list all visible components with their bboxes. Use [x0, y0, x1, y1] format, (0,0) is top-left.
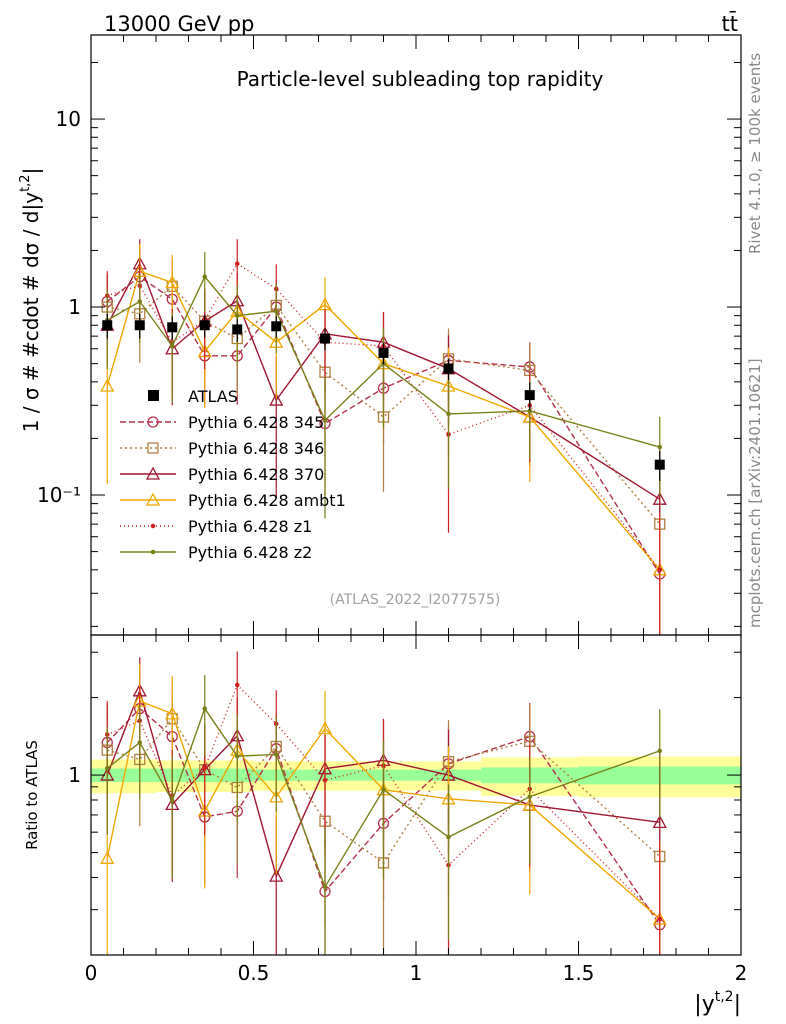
legend-marker-4	[150, 523, 156, 529]
y-axis-label-sup: t,2	[18, 174, 33, 192]
x-axis-label: |yt,2|	[694, 989, 741, 1017]
ratio-stat-band-5	[253, 769, 303, 781]
ratio-series-group	[100, 651, 667, 955]
series-5-line	[106, 275, 660, 448]
collision-label: 13000 GeV pp	[104, 12, 254, 36]
legend-marker-2	[145, 466, 161, 480]
mc-series-group	[100, 239, 667, 635]
ratio-series-2-point-5	[269, 868, 284, 882]
legend: ATLAS Pythia 6.428 345 Pythia 6.428 346 Pyt…	[120, 387, 346, 562]
y-axis-label: 1 / σ # #cdot # dσ / d|yt,2|	[18, 168, 43, 433]
ratio-y-tick-label-0: 1	[68, 763, 81, 787]
ratio-series-3-point-6	[317, 721, 333, 735]
atlas-point-4	[232, 324, 243, 335]
y-axis-label-end: |	[19, 168, 43, 175]
process-label: tt̄	[722, 11, 738, 36]
y-axis-label-main: 1 / σ # #cdot # dσ / d|y	[19, 192, 43, 433]
axes-group: 0 0.5 1 1.5 2 10 1 10⁻¹ 1	[37, 35, 747, 985]
x-tick-label-1: 0.5	[238, 961, 270, 985]
atlas-point-2	[167, 322, 178, 333]
x-axis-label-main: |y	[694, 992, 714, 1017]
atlas-point-10	[654, 459, 665, 470]
x-axis-label-sup: t,2	[715, 989, 734, 1005]
legend-atlas-label: ATLAS	[188, 387, 238, 406]
legend-marker-1	[147, 442, 159, 454]
legend-marker-0	[147, 416, 159, 428]
legend-marker-5	[150, 549, 156, 555]
ratio-series-5	[104, 675, 663, 955]
x-tick-label-0: 0	[85, 961, 98, 985]
series-2-point-5	[269, 392, 284, 406]
legend-atlas-marker	[148, 390, 159, 401]
atlas-point-8	[443, 363, 454, 374]
legend-marker-3	[145, 492, 161, 506]
analysis-watermark: (ATLAS_2022_I2077575)	[330, 592, 501, 608]
atlas-point-3	[199, 320, 210, 331]
svg-text:1 / σ # #cdot # dσ / d|yt,2|: 1 / σ # #cdot # dσ / d|yt,2|	[18, 168, 43, 433]
legend-label-1: Pythia 6.428 346	[188, 439, 324, 458]
y-tick-label-0: 10	[56, 107, 81, 131]
series-4-point-10	[657, 567, 663, 573]
x-tick-label-3: 1.5	[563, 961, 595, 985]
series-2-point-10	[652, 491, 667, 505]
ratio-series-2-line	[106, 688, 660, 879]
legend-label-5: Pythia 6.428 z2	[188, 543, 312, 562]
mcplots-label: mcplots.cern.ch [arXiv:2401.10621]	[746, 358, 764, 628]
y-tick-label-1: 1	[68, 295, 81, 319]
ratio-y-axis-label: Ratio to ATLAS	[23, 740, 41, 850]
x-tick-label-4: 2	[735, 961, 748, 985]
legend-label-3: Pythia 6.428 ambt1	[188, 491, 346, 510]
atlas-point-5	[271, 321, 282, 332]
ratio-series-3-point-0	[100, 850, 115, 864]
atlas-point-7	[378, 347, 389, 358]
atlas-point-9	[524, 390, 535, 401]
atlas-point-1	[134, 320, 145, 331]
x-axis-label-end: |	[734, 992, 741, 1017]
atlas-point-0	[102, 320, 113, 331]
ratio-stat-band-6	[302, 769, 351, 781]
series-3-point-0	[100, 378, 115, 392]
y-tick-label-2: 10⁻¹	[37, 483, 81, 507]
legend-label-2: Pythia 6.428 370	[188, 465, 324, 484]
rivet-label: Rivet 4.1.0, ≥ 100k events	[746, 53, 764, 254]
x-tick-label-2: 1	[410, 961, 423, 985]
series-2-line	[106, 262, 661, 500]
chart-title: Particle-level subleading top rapidity	[237, 67, 604, 91]
atlas-data-points	[102, 313, 665, 481]
ratio-series-5-line	[106, 707, 660, 889]
legend-label-0: Pythia 6.428 345	[188, 413, 324, 432]
series-0-line	[106, 275, 661, 575]
legend-label-4: Pythia 6.428 z1	[188, 517, 312, 536]
atlas-point-6	[320, 333, 330, 344]
